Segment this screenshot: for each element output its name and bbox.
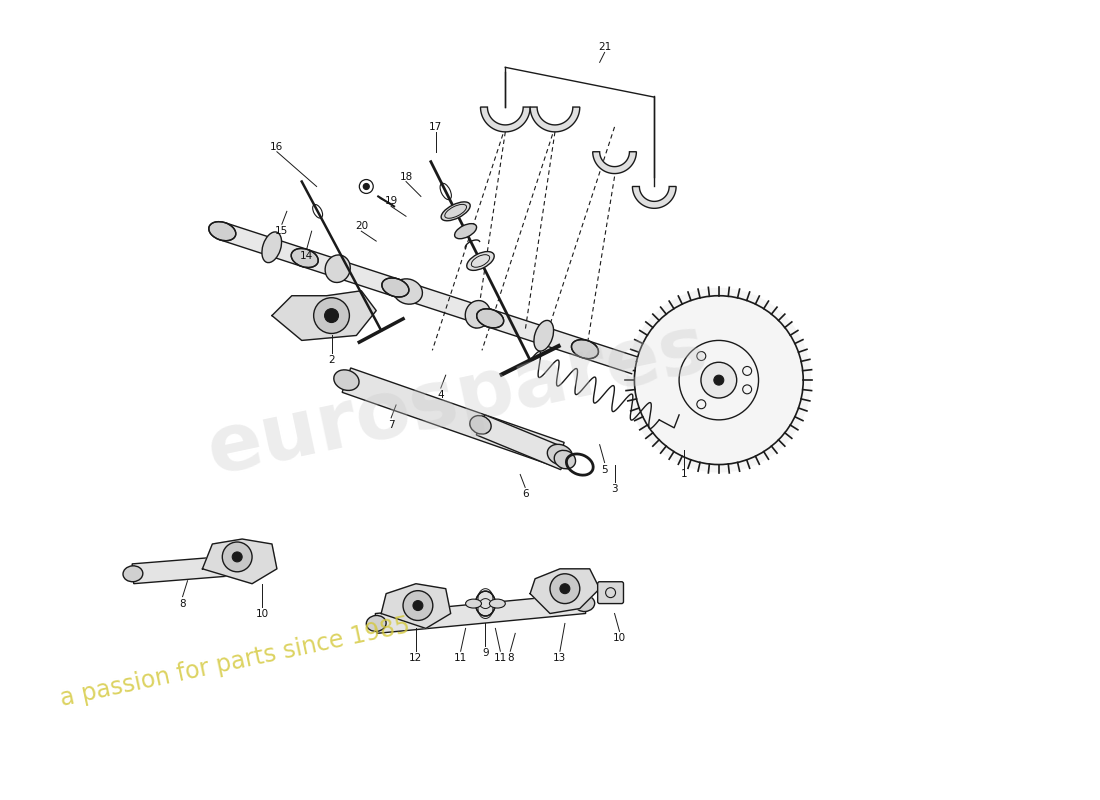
Polygon shape xyxy=(632,186,676,208)
Circle shape xyxy=(314,298,350,334)
Ellipse shape xyxy=(575,596,595,611)
Ellipse shape xyxy=(490,599,505,608)
Ellipse shape xyxy=(465,599,482,608)
Text: 14: 14 xyxy=(300,251,313,261)
Ellipse shape xyxy=(382,278,409,297)
Text: 4: 4 xyxy=(438,390,444,400)
Ellipse shape xyxy=(366,615,386,631)
Text: 11: 11 xyxy=(454,653,467,663)
Ellipse shape xyxy=(248,556,267,572)
Polygon shape xyxy=(375,594,585,634)
Text: 12: 12 xyxy=(409,653,422,663)
Text: a passion for parts since 1985: a passion for parts since 1985 xyxy=(58,614,412,711)
Circle shape xyxy=(403,590,432,621)
Ellipse shape xyxy=(292,249,318,267)
Text: 8: 8 xyxy=(179,598,186,609)
Text: 3: 3 xyxy=(612,484,618,494)
Ellipse shape xyxy=(476,309,504,328)
Text: 11: 11 xyxy=(494,653,507,663)
Polygon shape xyxy=(593,152,637,174)
Ellipse shape xyxy=(554,450,575,469)
Ellipse shape xyxy=(333,370,359,390)
Polygon shape xyxy=(476,414,569,470)
Ellipse shape xyxy=(470,415,491,434)
Circle shape xyxy=(701,362,737,398)
Polygon shape xyxy=(342,368,564,467)
Text: 21: 21 xyxy=(598,42,612,53)
Ellipse shape xyxy=(209,222,235,241)
Ellipse shape xyxy=(534,320,553,351)
Polygon shape xyxy=(202,539,277,584)
Text: 10: 10 xyxy=(255,609,268,618)
Text: 13: 13 xyxy=(553,653,566,663)
Text: 8: 8 xyxy=(507,653,514,663)
Ellipse shape xyxy=(123,566,143,582)
Ellipse shape xyxy=(465,301,491,328)
FancyBboxPatch shape xyxy=(597,582,624,603)
Circle shape xyxy=(550,574,580,603)
Polygon shape xyxy=(132,554,257,584)
Text: 2: 2 xyxy=(328,355,334,366)
Ellipse shape xyxy=(326,255,350,282)
Text: 6: 6 xyxy=(521,490,528,499)
Text: 1: 1 xyxy=(681,470,688,479)
Text: eurospares: eurospares xyxy=(200,309,715,491)
Text: 16: 16 xyxy=(271,142,284,152)
Polygon shape xyxy=(530,569,600,614)
Polygon shape xyxy=(481,107,530,132)
Text: 20: 20 xyxy=(355,222,367,231)
Circle shape xyxy=(222,542,252,572)
Ellipse shape xyxy=(571,340,598,358)
Circle shape xyxy=(714,375,724,385)
Ellipse shape xyxy=(393,279,422,304)
Ellipse shape xyxy=(441,202,470,221)
Polygon shape xyxy=(220,222,637,374)
Text: 19: 19 xyxy=(385,196,398,206)
Circle shape xyxy=(560,584,570,594)
Text: 17: 17 xyxy=(429,122,442,132)
Ellipse shape xyxy=(548,444,573,465)
Ellipse shape xyxy=(262,232,282,262)
Text: 18: 18 xyxy=(399,171,412,182)
Circle shape xyxy=(412,601,422,610)
Ellipse shape xyxy=(454,224,476,238)
Circle shape xyxy=(363,183,370,190)
Polygon shape xyxy=(272,290,376,341)
Text: 15: 15 xyxy=(275,226,288,236)
Polygon shape xyxy=(382,584,451,629)
Ellipse shape xyxy=(475,591,495,616)
Text: 9: 9 xyxy=(482,648,488,658)
Circle shape xyxy=(324,309,339,322)
Text: 5: 5 xyxy=(602,465,608,474)
Ellipse shape xyxy=(466,251,494,270)
Text: 10: 10 xyxy=(613,634,626,643)
Ellipse shape xyxy=(627,288,811,473)
Polygon shape xyxy=(530,107,580,132)
Text: 7: 7 xyxy=(388,420,395,430)
Circle shape xyxy=(232,552,242,562)
